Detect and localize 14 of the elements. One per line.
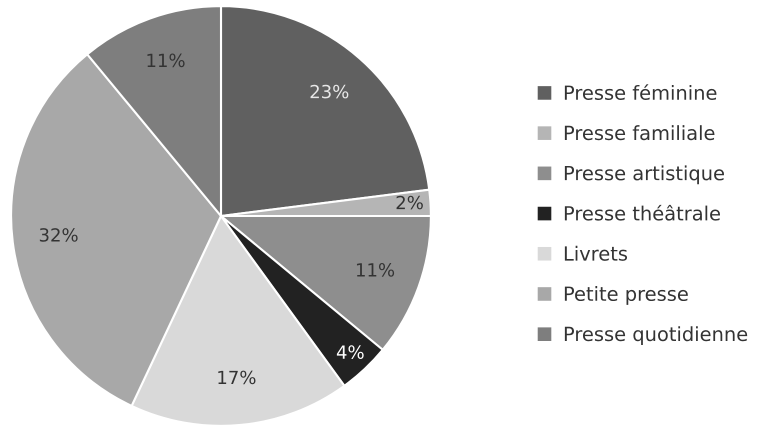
legend-label: Presse féminine: [564, 84, 716, 100]
data-label: 2%: [396, 196, 423, 210]
data-label: 32%: [40, 228, 78, 242]
legend-label: Presse quotidienne: [564, 326, 748, 346]
data-label: 11%: [356, 263, 394, 277]
legend-label: Presse familiale: [564, 125, 714, 140]
legend-label: Presse artistique: [564, 165, 724, 184]
data-label: 11%: [147, 54, 185, 68]
data-label: 17%: [218, 370, 256, 384]
data-label: 4%: [336, 345, 364, 359]
legend-label: Livrets: [564, 246, 628, 261]
legend-label: Presse théâtrale: [564, 204, 720, 221]
legend-label: Petite presse: [564, 286, 688, 305]
data-label: 23%: [310, 84, 348, 98]
